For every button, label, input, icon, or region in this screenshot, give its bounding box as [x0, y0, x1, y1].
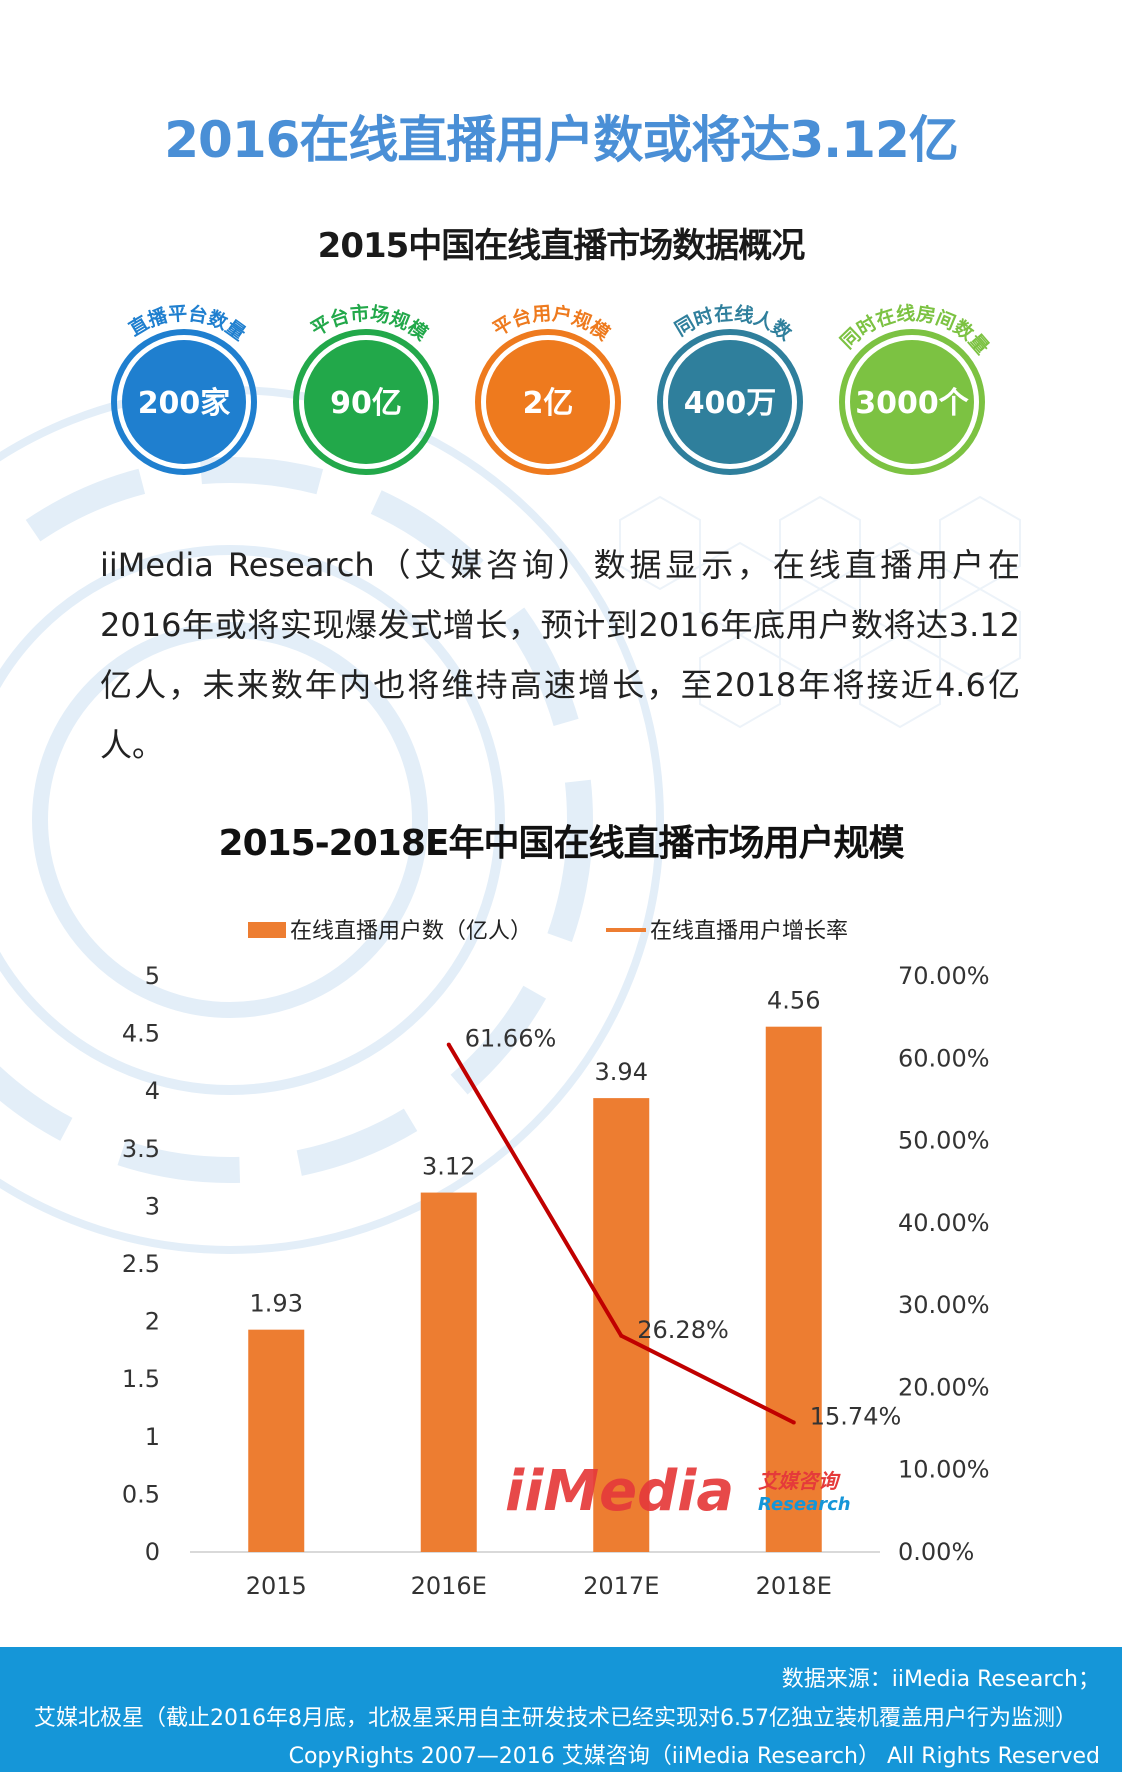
bar	[420, 1192, 477, 1552]
stat-label: 同时在线人数	[671, 302, 797, 346]
footer-note: 艾媒北极星（截止2016年8月底，北极星采用自主研发技术已经实现对6.57亿独立…	[34, 1706, 1077, 1731]
chart-legend: 在线直播用户数（亿人） 在线直播用户增长率	[248, 919, 848, 944]
stat-ring	[657, 329, 803, 475]
bar-value-label: 3.94	[595, 1058, 648, 1086]
stat-ring	[839, 329, 985, 475]
footer-copyright: CopyRights 2007—2016 艾媒咨询（iiMedia Resear…	[288, 1744, 1100, 1769]
y-tick-label: 0.5	[122, 1480, 160, 1508]
x-tick-label: 2016E	[411, 1572, 487, 1600]
bar-value-label: 3.12	[422, 1153, 475, 1181]
stat-badge: 90亿 平台市场规模	[293, 302, 439, 475]
stat-value: 200家	[138, 386, 231, 421]
stat-value: 2亿	[523, 386, 574, 421]
stat-disc	[668, 340, 792, 464]
x-tick-label: 2017E	[583, 1572, 659, 1600]
chart-area: 在线直播用户数（亿人） 在线直播用户增长率 0 0.5 1 1.5 2 2.5 3 3.5 4 4.5…	[0, 900, 1122, 1620]
y2-tick-label: 20.00%	[898, 1373, 990, 1401]
chart-title: 2015-2018E年中国在线直播市场用户规模	[218, 823, 905, 864]
growth-point	[619, 1333, 624, 1338]
bar	[248, 1329, 305, 1552]
legend-swatch-bar	[248, 922, 286, 938]
y-tick-label: 4	[145, 1077, 160, 1105]
y2-tick-label: 0.00%	[898, 1538, 974, 1566]
stat-value: 3000个	[855, 386, 969, 421]
x-tick-label: 2018E	[756, 1572, 832, 1600]
description-paragraph: iiMedia Research（艾媒咨询）数据显示，在线直播用户在2016年或…	[100, 546, 1020, 764]
y-tick-label: 0	[145, 1538, 160, 1566]
y-tick-label: 5	[145, 962, 160, 990]
legend-label-bar: 在线直播用户数（亿人）	[290, 919, 532, 944]
y-tick-label: 1.5	[122, 1365, 160, 1393]
y2-tick-label: 50.00%	[898, 1127, 990, 1155]
y-tick-label: 2.5	[122, 1250, 160, 1278]
stat-badge: 2亿 平台用户规模	[475, 302, 621, 475]
y2-tick-label: 40.00%	[898, 1209, 990, 1237]
stat-badge: 200家 直播平台数量	[111, 302, 257, 475]
legend-label-line: 在线直播用户增长率	[650, 919, 848, 944]
growth-point	[446, 1042, 451, 1047]
bar	[593, 1098, 650, 1552]
stat-value: 400万	[684, 386, 777, 421]
stats-row: 200家 直播平台数量 90亿 平台市场规模 2亿 平台用户规模 400万 同时在线人数 300…	[0, 290, 1122, 490]
footer-bar: 数据来源：iiMedia Research； 艾媒北极星（截止2016年8月底，…	[0, 1647, 1122, 1772]
y-tick-label: 4.5	[122, 1020, 160, 1048]
stat-label: 平台市场规模	[307, 302, 433, 346]
stat-ring	[293, 329, 439, 475]
growth-value-label: 15.74%	[810, 1402, 902, 1430]
y2-tick-label: 60.00%	[898, 1044, 990, 1072]
watermark-brand: iiMedia	[505, 1459, 734, 1524]
y-tick-label: 3.5	[122, 1135, 160, 1163]
y2-tick-label: 70.00%	[898, 962, 990, 990]
stat-disc	[850, 340, 974, 464]
watermark-en: Research	[758, 1494, 851, 1515]
bar	[765, 1026, 822, 1552]
growth-value-label: 26.28%	[637, 1316, 729, 1344]
growth-value-label: 61.66%	[465, 1025, 557, 1053]
stat-ring	[475, 329, 621, 475]
stat-label: 平台用户规模	[489, 302, 615, 346]
stat-label: 直播平台数量	[125, 302, 250, 345]
footer-source: 数据来源：iiMedia Research；	[781, 1667, 1100, 1692]
growth-point	[791, 1420, 796, 1425]
stat-badge: 400万 同时在线人数	[657, 302, 803, 475]
stat-ring	[111, 329, 257, 475]
y-tick-label: 1	[145, 1423, 160, 1451]
stat-disc	[304, 340, 428, 464]
user-scale-chart: 在线直播用户数（亿人） 在线直播用户增长率 0 0.5 1 1.5 2 2.5 3 3.5 4 4.5…	[122, 919, 990, 1600]
stat-disc	[486, 340, 610, 464]
y-tick-label: 2	[145, 1308, 160, 1336]
stat-value: 90亿	[330, 386, 402, 421]
bar-value-label: 1.93	[250, 1290, 303, 1318]
stats-badges: 200家 直播平台数量 90亿 平台市场规模 2亿 平台用户规模 400万 同时在线人数 300…	[111, 302, 993, 475]
watermark-cn: 艾媒咨询	[758, 1469, 841, 1493]
stat-disc	[122, 340, 246, 464]
y2-tick-label: 10.00%	[898, 1456, 990, 1484]
bar-value-label: 4.56	[767, 987, 820, 1015]
y-tick-label: 3	[145, 1192, 160, 1220]
x-tick-label: 2015	[246, 1572, 307, 1600]
y2-tick-label: 30.00%	[898, 1291, 990, 1319]
section-subtitle: 2015中国在线直播市场数据概况	[317, 226, 806, 266]
page-title: 2016在线直播用户数或将达3.12亿	[164, 111, 959, 169]
